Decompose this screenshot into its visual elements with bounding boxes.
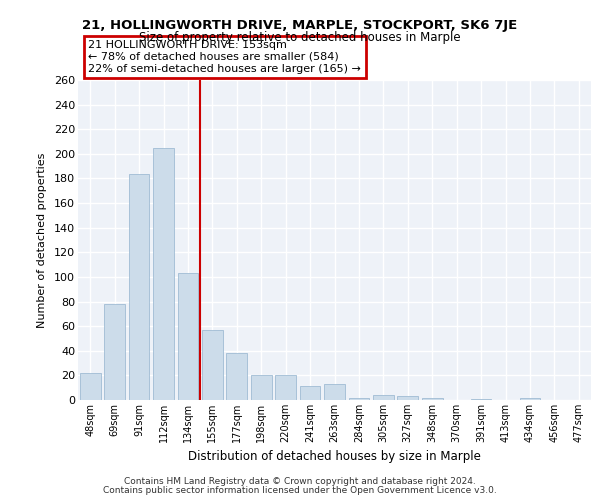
Bar <box>275 376 296 400</box>
Text: Contains public sector information licensed under the Open Government Licence v3: Contains public sector information licen… <box>103 486 497 495</box>
X-axis label: Distribution of detached houses by size in Marple: Distribution of detached houses by size … <box>188 450 481 464</box>
Bar <box>299 386 320 400</box>
Bar <box>349 398 370 400</box>
Text: Size of property relative to detached houses in Marple: Size of property relative to detached ho… <box>139 31 461 44</box>
Bar <box>251 376 272 400</box>
Text: 21 HOLLINGWORTH DRIVE: 153sqm
← 78% of detached houses are smaller (584)
22% of : 21 HOLLINGWORTH DRIVE: 153sqm ← 78% of d… <box>88 40 361 74</box>
Text: Contains HM Land Registry data © Crown copyright and database right 2024.: Contains HM Land Registry data © Crown c… <box>124 477 476 486</box>
Bar <box>422 398 443 400</box>
Bar <box>104 304 125 400</box>
Bar <box>520 398 541 400</box>
Bar <box>373 395 394 400</box>
Bar <box>470 399 491 400</box>
Y-axis label: Number of detached properties: Number of detached properties <box>37 152 47 328</box>
Bar <box>397 396 418 400</box>
Bar <box>80 373 101 400</box>
Bar <box>324 384 345 400</box>
Text: 21, HOLLINGWORTH DRIVE, MARPLE, STOCKPORT, SK6 7JE: 21, HOLLINGWORTH DRIVE, MARPLE, STOCKPOR… <box>82 19 518 32</box>
Bar <box>226 353 247 400</box>
Bar <box>153 148 174 400</box>
Bar <box>178 273 199 400</box>
Bar <box>202 330 223 400</box>
Bar <box>128 174 149 400</box>
